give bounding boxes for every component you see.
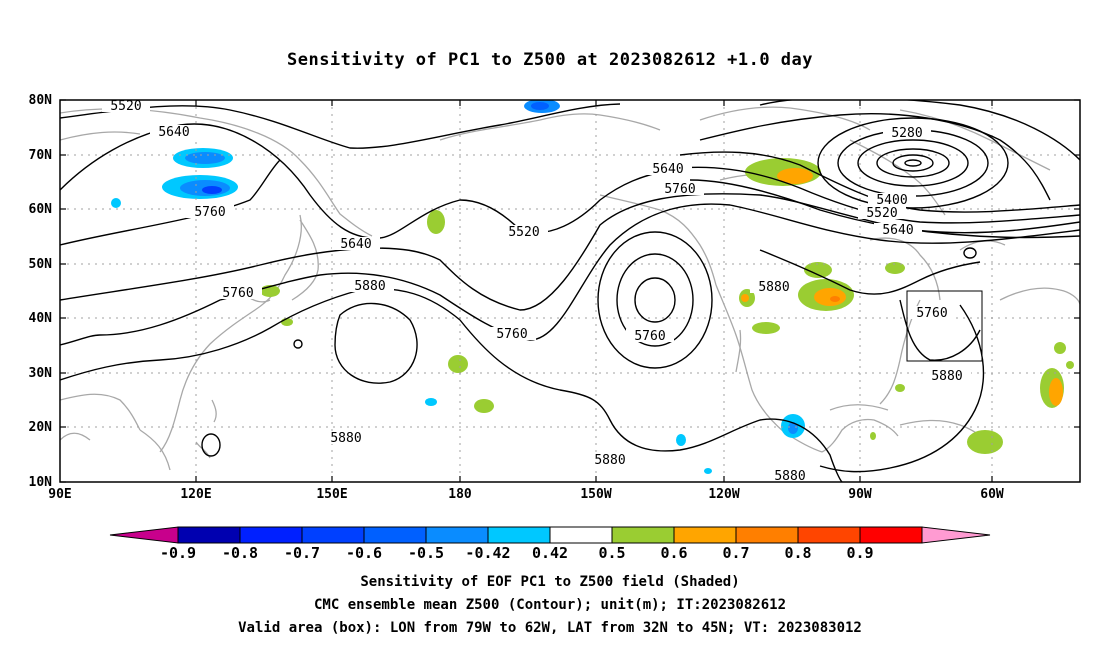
contour-label-5640: 5640 — [158, 125, 189, 140]
colorbar-label: 0.6 — [660, 544, 687, 562]
lon-label: 150E — [316, 487, 347, 502]
caption-line-2: CMC ensemble mean Z500 (Contour); unit(m… — [313, 597, 786, 613]
contour-label-5640: 5640 — [652, 162, 683, 177]
lat-label: 80N — [29, 93, 53, 108]
contour-label-5880: 5880 — [354, 279, 385, 294]
lon-label: 120E — [180, 487, 211, 502]
lat-label: 60N — [29, 202, 53, 217]
colorbar-label: -0.8 — [222, 544, 258, 562]
colorbar: -0.9 -0.8 -0.7 -0.6 -0.5 -0.42 0.42 0.5 0.6 0.7 0.… — [109, 526, 991, 562]
colorbar-cell — [735, 526, 799, 544]
caption-line-3: Valid area (box): LON from 79W to 62W, L… — [238, 620, 862, 636]
colorbar-cell — [797, 526, 861, 544]
contour-label-5520: 5520 — [866, 206, 897, 221]
lat-label: 30N — [29, 366, 53, 381]
colorbar-cell — [611, 526, 675, 544]
colorbar-cell — [673, 526, 737, 544]
lat-label: 70N — [29, 148, 53, 163]
colorbar-label: 0.42 — [532, 544, 568, 562]
contour-label-5520: 5520 — [110, 99, 141, 114]
contour-label-5880: 5880 — [931, 369, 962, 384]
colorbar-label: 0.9 — [846, 544, 873, 562]
valid-area-box — [906, 290, 983, 362]
contour-label-5880: 5880 — [758, 280, 789, 295]
lat-label: 50N — [29, 257, 53, 272]
contour-label-5760: 5760 — [634, 329, 665, 344]
lon-label: 90W — [848, 487, 872, 502]
contour-label-5760: 5760 — [496, 327, 527, 342]
contour-label-5760: 5760 — [222, 286, 253, 301]
colorbar-label: 0.5 — [598, 544, 625, 562]
colorbar-label: -0.42 — [465, 544, 510, 562]
contour-label-5760: 5760 — [664, 182, 695, 197]
lon-label: 90E — [48, 487, 71, 502]
lat-label: 20N — [29, 420, 53, 435]
longitude-labels: 90E 120E 150E 180 150W 120W 90W 60W — [48, 487, 1004, 502]
page-title: Sensitivity of PC1 to Z500 at 2023082612… — [286, 50, 813, 70]
colorbar-cell — [239, 526, 303, 544]
contour-label-5640: 5640 — [882, 223, 913, 238]
contour-label-5400: 5400 — [876, 193, 907, 208]
colorbar-label: 0.7 — [722, 544, 749, 562]
contour-label-5760: 5760 — [194, 205, 225, 220]
contour-label-5280: 5280 — [891, 126, 922, 141]
lon-label: 150W — [580, 487, 611, 502]
colorbar-cell — [425, 526, 489, 544]
colorbar-cell — [177, 526, 241, 544]
lon-label: 60W — [980, 487, 1004, 502]
contour-label-5880: 5880 — [594, 453, 625, 468]
contour-label-5880: 5880 — [330, 431, 361, 446]
colorbar-cell — [301, 526, 365, 544]
tick-marks — [60, 99, 1080, 483]
contour-label-5880: 5880 — [774, 469, 805, 484]
map-frame — [59, 99, 1081, 483]
colorbar-label: -0.7 — [284, 544, 320, 562]
colorbar-label: -0.9 — [160, 544, 196, 562]
colorbar-label: -0.6 — [346, 544, 382, 562]
caption-line-1: Sensitivity of EOF PC1 to Z500 field (Sh… — [360, 574, 740, 590]
contour-label-5760: 5760 — [916, 306, 947, 321]
colorbar-cell — [859, 526, 923, 544]
contour-labels: 5520 5640 5760 5640 5760 5880 5640 5760 … — [102, 99, 971, 484]
contour-label-5640: 5640 — [340, 237, 371, 252]
colorbar-right-arrow — [921, 526, 991, 544]
contour-label-5520: 5520 — [508, 225, 539, 240]
colorbar-cell — [487, 526, 551, 544]
lat-label: 40N — [29, 311, 53, 326]
lon-label: 180 — [448, 487, 472, 502]
lat-label: 10N — [29, 475, 53, 490]
lon-label: 120W — [708, 487, 739, 502]
latitude-labels: 80N 70N 60N 50N 40N 30N 20N 10N — [29, 93, 53, 490]
colorbar-cell — [363, 526, 427, 544]
colorbar-left-arrow — [109, 526, 179, 544]
colorbar-label: -0.5 — [408, 544, 444, 562]
colorbar-cell — [549, 526, 613, 544]
colorbar-label: 0.8 — [784, 544, 811, 562]
